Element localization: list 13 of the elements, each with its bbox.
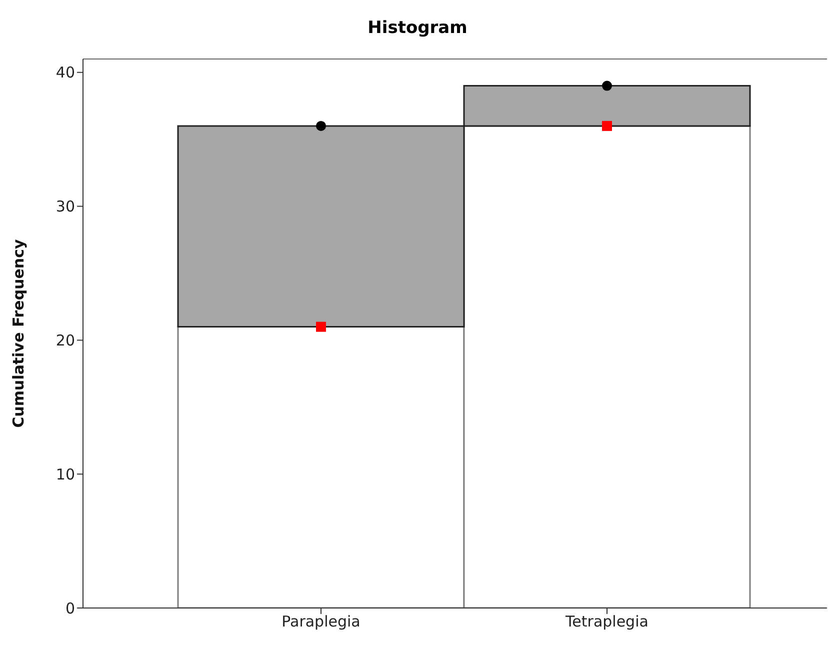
- point: [602, 80, 612, 91]
- point: [316, 120, 326, 131]
- x-tick-label: Tetraplegia: [564, 612, 648, 631]
- chart-title: Histogram: [366, 17, 468, 40]
- y-tick-label: 20: [56, 332, 75, 350]
- point: [316, 322, 326, 332]
- y-tick-label: 40: [56, 64, 75, 82]
- y-tick-label: 30: [56, 198, 75, 216]
- point: [602, 120, 612, 131]
- y-axis-title: Cumulative Frequency: [9, 239, 28, 428]
- y-tick-label: 10: [56, 465, 75, 484]
- x-tick-label: Paraplegia: [282, 612, 360, 631]
- y-tick-label: 0: [65, 599, 75, 618]
